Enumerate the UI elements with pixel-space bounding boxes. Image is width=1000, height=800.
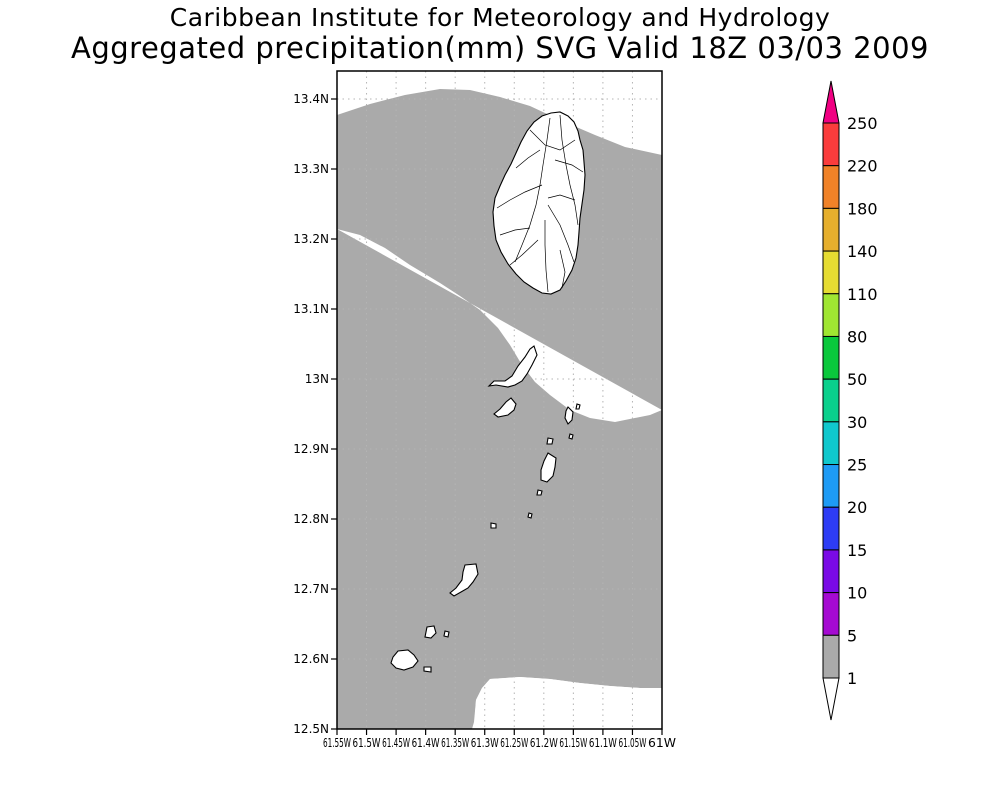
colorbar-label: 140 bbox=[847, 242, 878, 261]
lat-tick-label: 13.1N bbox=[293, 302, 329, 316]
colorbar-bin-50 bbox=[822, 378, 840, 423]
colorbar-bin-5 bbox=[822, 634, 840, 679]
colorbar-bin-220 bbox=[822, 165, 840, 209]
island-mustique bbox=[493, 397, 517, 418]
islands-grenadines bbox=[390, 345, 581, 673]
map-gridlines bbox=[337, 71, 662, 729]
colorbar-bin-110 bbox=[822, 293, 840, 337]
map-title-institution: Caribbean Institute for Meteorology and … bbox=[169, 3, 831, 32]
island-union bbox=[449, 563, 479, 597]
lon-tick-label: 61.1W bbox=[589, 736, 617, 750]
lon-tick-label: 61.3W bbox=[471, 736, 499, 750]
colorbar-bin-15 bbox=[822, 549, 840, 594]
lat-tick-label: 13N bbox=[305, 372, 329, 386]
colorbar-arrow-top bbox=[822, 80, 840, 124]
title-block: Caribbean Institute for Meteorology and … bbox=[0, 3, 1000, 65]
island-small-7 bbox=[423, 666, 432, 673]
island-small-2 bbox=[546, 437, 554, 445]
lon-tick-label: 61.45W bbox=[382, 736, 410, 750]
colorbar-label: 15 bbox=[847, 541, 867, 560]
colorbar-label: 30 bbox=[847, 413, 867, 432]
lon-tick-label: 61.55W bbox=[323, 736, 351, 750]
island-small-8 bbox=[568, 433, 574, 440]
colorbar-bin-20 bbox=[822, 506, 840, 551]
lat-tick-label: 13.4N bbox=[293, 92, 329, 106]
lat-tick-label: 12.7N bbox=[293, 582, 329, 596]
latitude-axis: 13.4N 13.3N 13.2N 13.1N 13N 12.9N 12.8N 12.7N 12… bbox=[293, 92, 337, 736]
colorbar-label: 220 bbox=[847, 157, 878, 176]
longitude-axis: 61.55W 61.5W 61.45W 61.4W 61.35W 61.3W 61.25W 6… bbox=[323, 729, 676, 750]
lon-tick-label: 61.15W bbox=[559, 736, 587, 750]
colorbar-bin-250 bbox=[822, 122, 840, 167]
map-frame bbox=[336, 70, 663, 730]
lat-tick-label: 12.6N bbox=[293, 652, 329, 666]
lat-tick-label: 12.8N bbox=[293, 512, 329, 526]
map-plot-area: 13.4N 13.3N 13.2N 13.1N 13N 12.9N 12.8N 12.7N 12… bbox=[293, 70, 676, 750]
colorbar-label: 50 bbox=[847, 370, 867, 389]
island-carriacou bbox=[390, 649, 419, 671]
colorbar-label: 1 bbox=[847, 669, 857, 688]
colorbar-bin-25 bbox=[822, 464, 840, 508]
lon-tick-label: 61.05W bbox=[618, 736, 646, 750]
colorbar-label: 180 bbox=[847, 199, 878, 218]
lon-tick-label: 61.35W bbox=[441, 736, 469, 750]
lat-tick-label: 13.3N bbox=[293, 162, 329, 176]
colorbar-bin-80 bbox=[822, 335, 840, 380]
colorbar-label: 10 bbox=[847, 584, 867, 603]
colorbar-label: 20 bbox=[847, 498, 867, 517]
island-mayreau bbox=[564, 406, 574, 425]
colorbar-label: 25 bbox=[847, 456, 867, 475]
island-canouan bbox=[540, 452, 557, 483]
colorbar-arrow-bottom bbox=[822, 677, 840, 721]
colorbar-bin-140 bbox=[822, 250, 840, 295]
island-small-6 bbox=[443, 630, 450, 638]
island-petite-martinique bbox=[424, 625, 437, 639]
no-precip-region-south bbox=[474, 677, 662, 729]
lon-tick-label: 61.4W bbox=[412, 736, 440, 750]
colorbar-bin-10 bbox=[822, 592, 840, 636]
island-st-vincent bbox=[492, 111, 586, 295]
lon-tick-label: 61.2W bbox=[530, 736, 558, 750]
lat-tick-label: 12.9N bbox=[293, 442, 329, 456]
colorbar-label: 250 bbox=[847, 114, 878, 133]
colorbar-label: 5 bbox=[847, 626, 857, 645]
island-small-3 bbox=[490, 522, 497, 529]
colorbar-label: 110 bbox=[847, 285, 878, 304]
lon-tick-label: 61.25W bbox=[500, 736, 528, 750]
lat-tick-label: 13.2N bbox=[293, 232, 329, 246]
lon-tick-label: 61.5W bbox=[353, 736, 381, 750]
colorbar-bin-180 bbox=[822, 207, 840, 252]
colorbar-bin-30 bbox=[822, 421, 840, 466]
island-bequia bbox=[487, 345, 538, 388]
lat-tick-label: 12.5N bbox=[293, 722, 329, 736]
map-title-product: Aggregated precipitation(mm) SVG Valid 1… bbox=[71, 31, 929, 65]
island-small-5 bbox=[527, 512, 533, 519]
island-small-1 bbox=[575, 403, 581, 410]
lon-tick-label: 61W bbox=[648, 736, 676, 750]
colorbar-label: 80 bbox=[847, 327, 867, 346]
island-small-4 bbox=[536, 489, 543, 496]
